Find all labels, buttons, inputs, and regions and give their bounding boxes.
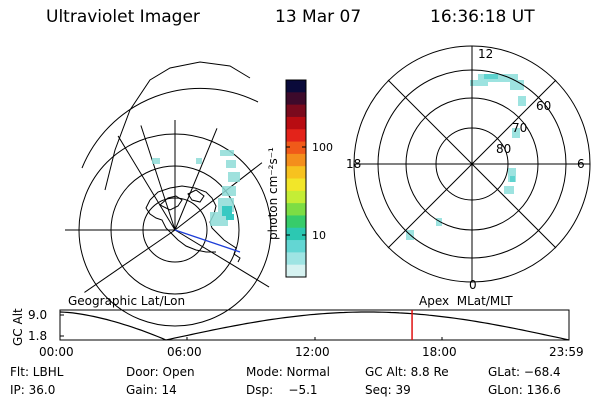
- dsp-info: Dsp: −5.1: [246, 383, 318, 397]
- apex-label: Apex MLat/MLT: [419, 294, 513, 308]
- geographic-label: Geographic Lat/Lon: [68, 294, 186, 308]
- colorbar-segment: [286, 153, 306, 167]
- timeline-ytick-1-8: 1.8: [28, 329, 48, 343]
- colorbar-segment: [286, 215, 306, 229]
- colorbar-tick-10: 10: [312, 229, 326, 242]
- ip-info: IP: 36.0: [10, 383, 56, 397]
- timeline-ytick-9: 9.0: [28, 308, 48, 322]
- colorbar-segment: [286, 227, 306, 241]
- colorbar-segment: [286, 116, 306, 130]
- mlat-label-80: 80: [496, 142, 511, 156]
- mlat-label-60: 60: [536, 99, 551, 113]
- timeline-xtick-0: 00:00: [39, 345, 74, 359]
- mode-info: Mode: Normal: [246, 365, 330, 379]
- gc-alt-info: GC Alt: 8.8 Re: [365, 365, 449, 379]
- colorbar-segment: [286, 252, 306, 266]
- mlat-label-70: 70: [512, 121, 527, 135]
- filter-info: Flt: LBHL: [10, 365, 64, 379]
- mlt-label-0: 0: [469, 278, 477, 292]
- glat-info: GLat: −68.4: [488, 365, 561, 379]
- mlt-label-18: 18: [346, 157, 361, 171]
- orbit-timeline: [59, 309, 570, 341]
- colorbar-segment: [286, 141, 306, 155]
- colorbar-segment: [286, 166, 306, 179]
- gain-info: Gain: 14: [126, 383, 177, 397]
- timeline-xtick-1: 06:00: [167, 345, 202, 359]
- observation-time: 16:36:18 UT: [430, 7, 535, 27]
- colorbar-segment: [286, 129, 306, 143]
- observation-date: 13 Mar 07: [275, 7, 362, 27]
- timeline-xtick-3: 18:00: [422, 345, 457, 359]
- colorbar-segment: [286, 104, 306, 118]
- mlat-mlt-plot: 12 0 18 6 80 70 60: [346, 45, 591, 292]
- colorbar-title: photon cm⁻²s⁻¹: [266, 147, 280, 240]
- instrument-title: Ultraviolet Imager: [46, 7, 200, 27]
- colorbar-segment: [286, 190, 306, 204]
- colorbar-segment: [286, 240, 306, 253]
- geographic-map: [65, 61, 285, 340]
- timeline-ylabel: GC Alt: [11, 308, 25, 346]
- timeline-xtick-4: 23:59: [549, 345, 584, 359]
- colorbar-tick-100: 100: [312, 141, 333, 154]
- colorbar-segment: [286, 80, 306, 93]
- door-info: Door: Open: [126, 365, 195, 379]
- timeline-xtick-2: 12:00: [295, 345, 330, 359]
- colorbar-segment: [286, 264, 306, 278]
- colorbar-segment: [286, 178, 306, 192]
- colorbar: 100 10 photon cm⁻²s⁻¹: [266, 79, 333, 278]
- mlt-label-6: 6: [577, 157, 585, 171]
- colorbar-segment: [286, 92, 306, 106]
- seq-info: Seq: 39: [365, 383, 411, 397]
- mlt-label-12: 12: [478, 47, 493, 61]
- glon-info: GLon: 136.6: [488, 383, 561, 397]
- colorbar-segment: [286, 203, 306, 216]
